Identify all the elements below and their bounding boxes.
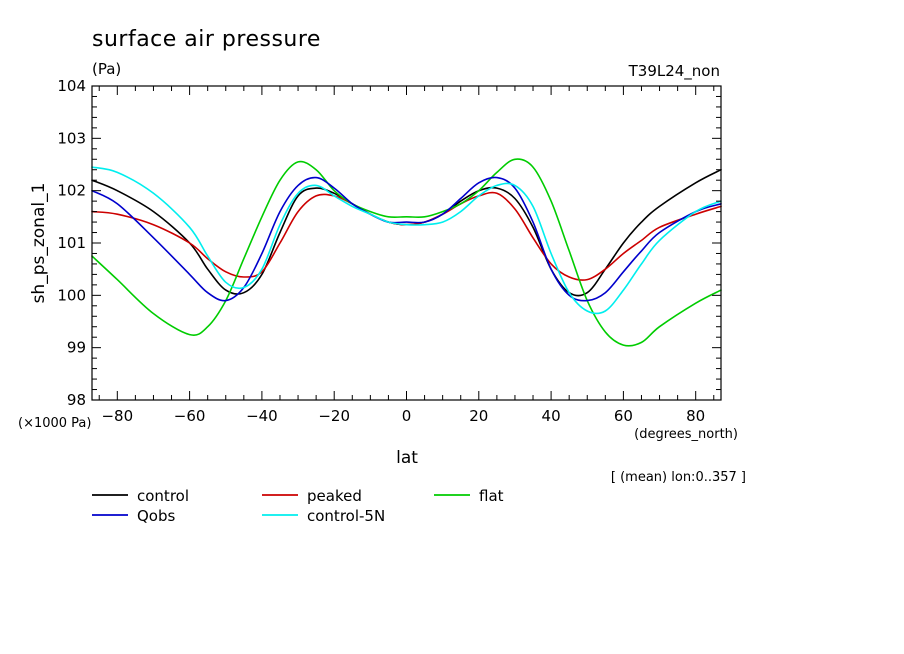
- series-line-control-5n: [91, 166, 722, 315]
- x-tick-label: −60: [174, 407, 206, 425]
- x-tick-label: 40: [542, 407, 561, 425]
- y-scale-note: (×1000 Pa): [18, 416, 91, 431]
- y-tick-label: 99: [67, 339, 86, 357]
- plot-frame: [91, 85, 722, 401]
- y-tick-label: 102: [57, 182, 86, 200]
- y-axis-label: sh_ps_zonal_1: [29, 183, 49, 304]
- y-tick-label: 100: [57, 286, 86, 304]
- legend-label-qobs: Qobs: [137, 507, 176, 525]
- legend: control peaked flat Qobs control-5N: [92, 487, 504, 525]
- series-layer: [91, 158, 722, 347]
- y-tick-label: 104: [57, 77, 86, 95]
- y-tick-label: 103: [57, 129, 86, 147]
- y-tick-label: 101: [57, 234, 86, 252]
- chart-title: surface air pressure: [92, 27, 321, 52]
- y-tick-label: 98: [67, 391, 86, 409]
- series-line-flat: [91, 158, 722, 347]
- legend-label-control-5n: control-5N: [307, 507, 385, 525]
- x-tick-label: 20: [469, 407, 488, 425]
- x-tick-label: 80: [686, 407, 705, 425]
- legend-label-flat: flat: [479, 487, 504, 505]
- run-label: T39L24_non: [628, 62, 720, 81]
- x-tick-label: 60: [614, 407, 633, 425]
- axis-layer: −80 −60 −40 −20 0 20 40 60 80 98 99 100 101 102 103 104: [57, 77, 721, 425]
- x-tick-label: −40: [246, 407, 278, 425]
- x-tick-label: −20: [318, 407, 350, 425]
- mean-note: [ (mean) lon:0..357 ]: [611, 470, 746, 485]
- legend-label-peaked: peaked: [307, 487, 362, 505]
- series-line-peaked: [91, 191, 722, 281]
- series-line-qobs: [91, 176, 722, 302]
- legend-label-control: control: [137, 487, 189, 505]
- units-label: (Pa): [92, 60, 121, 78]
- series-line-control: [91, 168, 722, 297]
- x-axis-label: lat: [396, 448, 418, 468]
- x-tick-label: 0: [402, 407, 412, 425]
- x-units-label: (degrees_north): [634, 427, 738, 442]
- x-tick-label: −80: [101, 407, 133, 425]
